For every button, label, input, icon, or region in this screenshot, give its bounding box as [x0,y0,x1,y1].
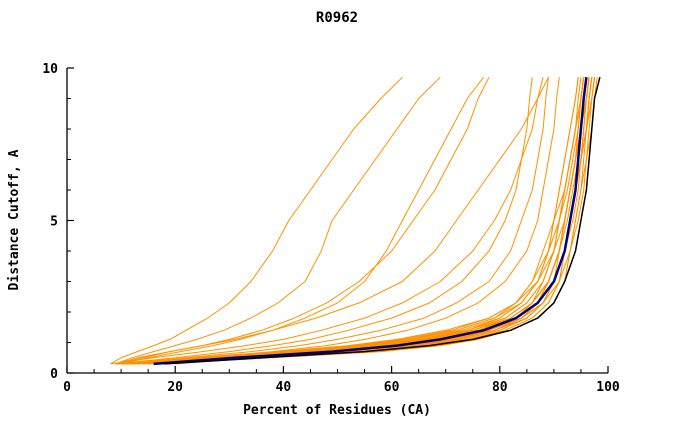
series-model-outlier-7 [126,77,560,365]
series-model-outlier-1 [110,76,403,365]
series-model-outlier-3 [120,76,484,365]
series-model-04 [142,77,590,365]
series-model-07 [137,77,593,365]
series-model-outlier-8 [115,76,549,365]
series-model-22 [137,77,593,365]
series-model-outlier-6 [121,77,549,365]
x-tick-label: 100 [596,380,620,395]
y-axis-label: Distance Cutoff, A [7,149,22,290]
x-tick-label: 0 [63,380,71,395]
chart-title: R0962 [316,10,358,26]
series-reference-navy [153,77,588,366]
x-axis-label: Percent of Residues (CA) [243,403,431,418]
series-model-outlier-4 [115,76,490,365]
series-model-19 [142,77,595,365]
axes: 0 20 40 60 80 100 0 5 10 [42,62,620,395]
series-reference-black [164,77,601,365]
y-tick-label: 5 [50,215,58,230]
y-tick-label: 10 [42,62,58,77]
series-model-16 [153,77,595,365]
x-tick-label: 80 [492,380,508,395]
series-model-13 [137,77,593,365]
plot-series [110,76,601,366]
series-model-29 [158,77,585,365]
series-model-outlier-5 [115,77,533,365]
y-tick-label: 0 [50,367,58,382]
series-model-outlier-2 [115,76,441,365]
x-tick-label: 20 [167,380,183,395]
x-tick-label: 40 [276,380,292,395]
x-tick-label: 60 [384,380,400,395]
series-model-outlier-9 [110,77,544,365]
